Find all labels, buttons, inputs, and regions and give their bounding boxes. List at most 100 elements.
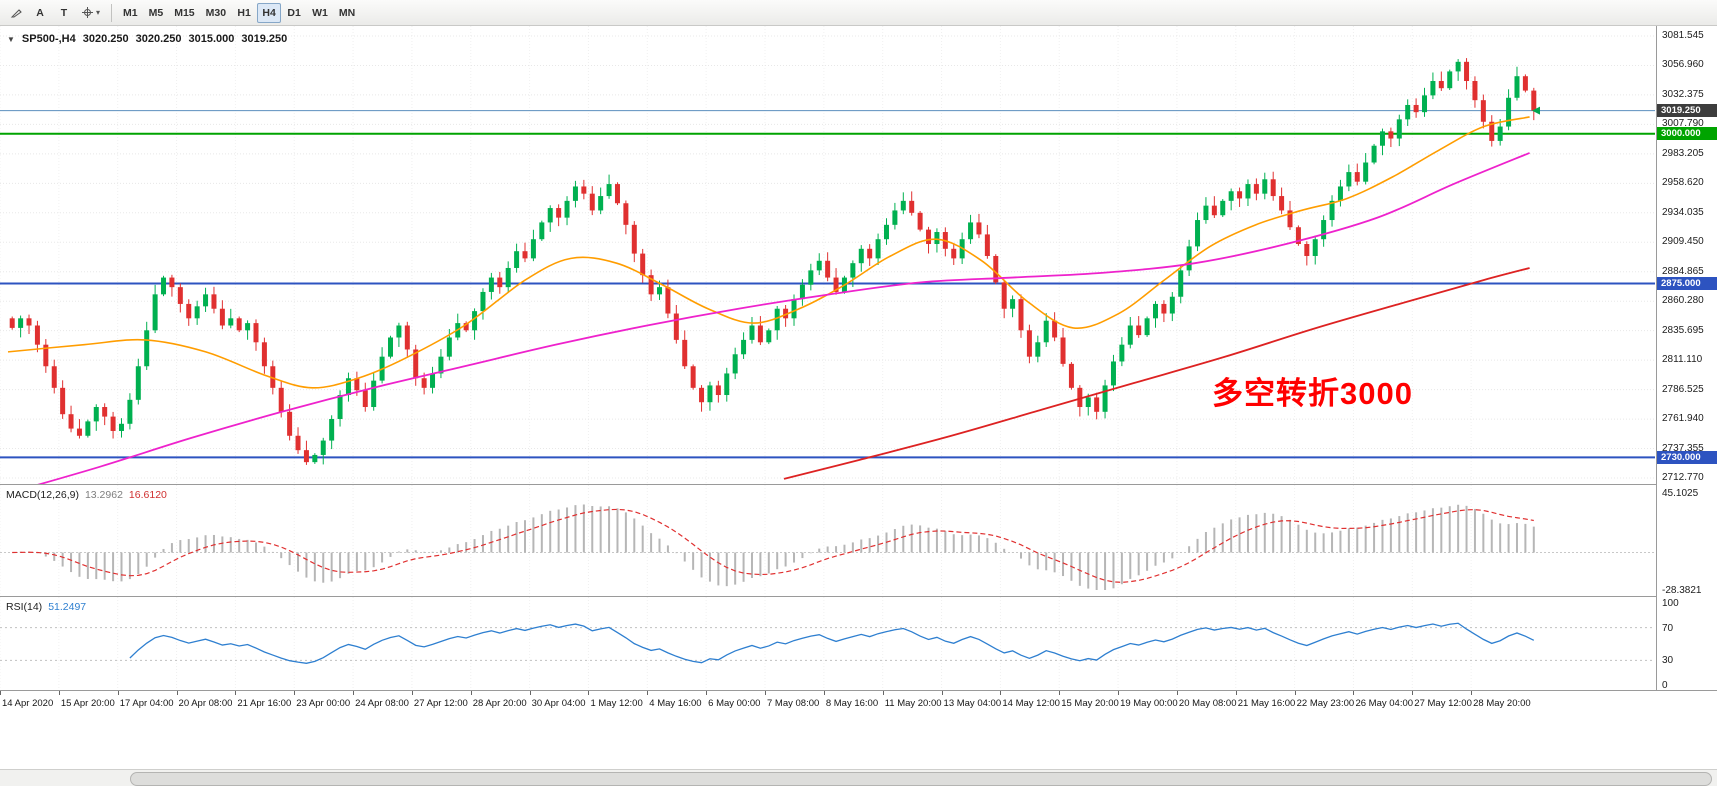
price-tag: 3000.000	[1657, 127, 1717, 141]
time-axis-label: 21 May 16:00	[1237, 698, 1296, 709]
macd-axis-label: -28.3821	[1662, 585, 1702, 596]
time-axis-label: 22 May 23:00	[1296, 698, 1355, 709]
toolbar-tools: A T ▾	[4, 3, 105, 23]
ma-slow-red	[783, 267, 1530, 480]
price-tag: 2875.000	[1657, 277, 1717, 291]
symbol-period-label: SP500-,H4	[21, 33, 76, 45]
timeframe-m30-button[interactable]: M30	[201, 3, 231, 23]
rsi-plot[interactable]	[0, 597, 1655, 690]
time-tick	[235, 691, 237, 695]
time-tick	[1118, 691, 1120, 695]
time-tick	[529, 691, 531, 695]
time-axis-label: 19 May 00:00	[1120, 698, 1178, 709]
price-axis-label: 3032.375	[1662, 88, 1704, 100]
main-chart-panel: ▼ SP500-,H4 3020.250 3020.250 3015.000 3…	[0, 26, 1717, 484]
macd-axis-label: 45.1025	[1662, 488, 1699, 499]
rsi-label: RSI(14) 51.2497	[6, 601, 86, 613]
time-tick	[823, 691, 825, 695]
time-tick	[1059, 691, 1061, 695]
price-axis-label: 2909.450	[1662, 236, 1704, 248]
price-axis-label: 2884.865	[1662, 265, 1704, 277]
time-tick	[294, 691, 296, 695]
horizontal-scrollbar-track[interactable]	[0, 769, 1717, 786]
rsi-axis-label: 70	[1662, 622, 1674, 634]
time-axis-label: 7 May 08:00	[767, 698, 820, 709]
last-price-marker-icon	[1532, 106, 1540, 115]
timeframe-m15-button[interactable]: M15	[169, 3, 199, 23]
rsi-panel: RSI(14) 51.2497	[0, 597, 1717, 690]
time-tick	[1294, 691, 1296, 695]
time-tick	[588, 691, 590, 695]
price-axis-label: 2835.695	[1662, 324, 1704, 336]
time-tick	[1412, 691, 1414, 695]
text-label-tool-button[interactable]: A	[28, 3, 52, 23]
time-tick	[117, 691, 119, 695]
time-axis-label: 15 May 20:00	[1061, 698, 1119, 709]
rsi-name: RSI(14)	[6, 601, 43, 613]
time-axis-label: 23 Apr 00:00	[296, 698, 351, 709]
time-tick	[353, 691, 355, 695]
price-axis-label: 2811.110	[1662, 354, 1703, 366]
timeframe-h1-button[interactable]: H1	[232, 3, 256, 23]
time-axis-label: 20 Apr 08:00	[178, 698, 233, 709]
price-axis-label: 2786.525	[1662, 383, 1704, 395]
time-axis-label: 21 Apr 16:00	[237, 698, 292, 709]
time-tick	[1471, 691, 1473, 695]
time-axis-label: 26 May 04:00	[1355, 698, 1414, 709]
time-tick	[765, 691, 766, 695]
panel-splitter	[0, 690, 1717, 691]
time-tick	[882, 691, 884, 695]
time-axis-label: 6 May 00:00	[708, 698, 761, 709]
price-axis-label: 2712.770	[1662, 472, 1704, 483]
time-tick	[1353, 691, 1355, 695]
ma-mid-magenta	[37, 152, 1530, 484]
panel-splitter[interactable]	[0, 596, 1717, 597]
time-axis-label: 27 Apr 12:00	[413, 698, 468, 709]
macd-name: MACD(12,26,9)	[6, 489, 79, 501]
timeframe-m1-button[interactable]: M1	[118, 3, 143, 23]
price-axis[interactable]: 3081.545 3056.960 3032.375 3007.790 2983.205…	[1656, 26, 1717, 691]
macd-histogram	[19, 504, 1535, 590]
time-axis-label: 8 May 16:00	[825, 698, 879, 709]
time-axis-label: 27 May 12:00	[1414, 698, 1472, 709]
rsi-value: 51.2497	[48, 601, 87, 613]
time-tick	[706, 691, 708, 695]
rsi-axis-label: 100	[1662, 598, 1679, 609]
time-tick	[1000, 691, 1002, 695]
time-axis[interactable]: 14 Apr 2020 15 Apr 20:00 17 Apr 04:00 20 Ap…	[0, 691, 1717, 717]
time-axis-label: 28 May 20:00	[1473, 698, 1531, 709]
caret-down-icon: ▾	[96, 8, 101, 17]
timeframe-m5-button[interactable]: M5	[144, 3, 169, 23]
macd-panel: MACD(12,26,9) 13.2962 16.6120	[0, 485, 1717, 596]
price-axis-label: 2860.280	[1662, 295, 1704, 307]
time-tick	[647, 691, 649, 695]
time-axis-label: 13 May 04:00	[943, 698, 1002, 709]
rsi-axis-label: 30	[1662, 655, 1674, 667]
time-tick	[411, 691, 413, 695]
toolbar-separator	[111, 3, 113, 22]
chart-text-annotation[interactable]: 多空转折3000	[1212, 376, 1413, 411]
price-axis-label: 3056.960	[1662, 59, 1704, 71]
cursor-tool-button[interactable]: ▾	[76, 3, 105, 23]
timeframe-w1-button[interactable]: W1	[307, 3, 333, 23]
time-axis-label: 15 Apr 20:00	[60, 698, 115, 709]
time-tick	[0, 691, 1, 695]
time-axis-label: 30 Apr 04:00	[531, 698, 586, 709]
macd-plot[interactable]	[0, 485, 1655, 596]
timeframe-mn-button[interactable]: MN	[334, 3, 360, 23]
time-axis-label: 24 Apr 08:00	[355, 698, 409, 709]
panel-splitter[interactable]	[0, 484, 1717, 485]
timeframe-d1-button[interactable]: D1	[282, 3, 306, 23]
draw-tool-button[interactable]	[4, 3, 28, 23]
symbol-marker-icon: ▼	[7, 35, 15, 44]
time-axis-label: 11 May 20:00	[884, 698, 942, 709]
chart-header: ▼ SP500-,H4 3020.250 3020.250 3015.000 3…	[7, 33, 287, 45]
main-chart-plot[interactable]	[0, 26, 1655, 484]
toolbar: A T ▾ M1 M5 M15 M30 H1 H4 D1 W1 MN	[0, 0, 1717, 26]
horizontal-scrollbar-thumb[interactable]	[130, 772, 1712, 786]
text-tool-button[interactable]: T	[52, 3, 76, 23]
timeframe-h4-button[interactable]: H4	[257, 2, 282, 23]
time-axis-label: 1 May 12:00	[590, 698, 643, 709]
time-axis-label: 14 Apr 2020	[2, 698, 54, 709]
